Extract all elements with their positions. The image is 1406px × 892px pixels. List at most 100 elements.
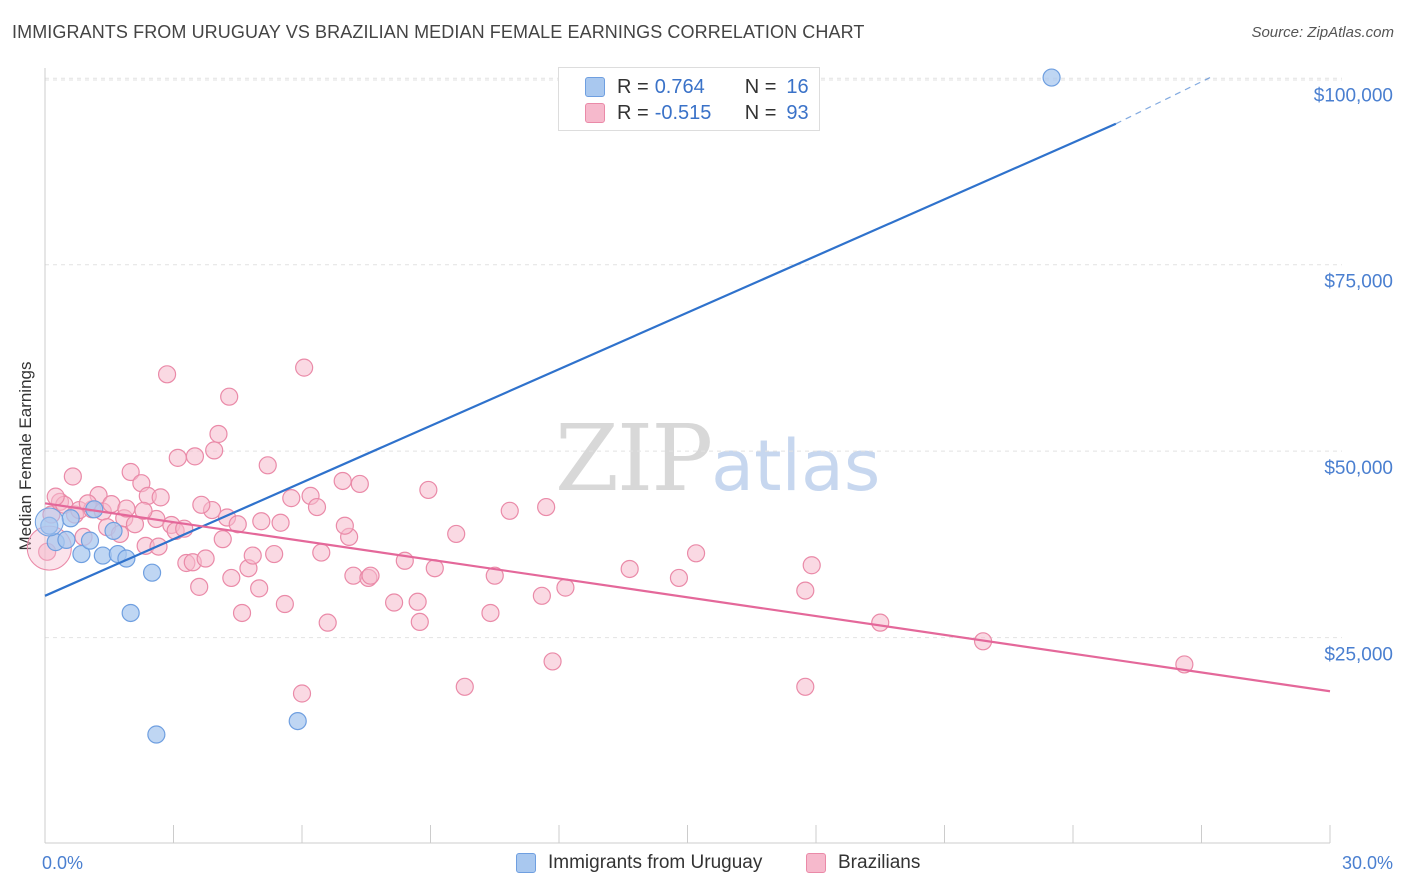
y-tick-labels: $25,000 $50,000 $75,000 $100,000: [1314, 85, 1393, 665]
x-tick-label: 30.0%: [1342, 853, 1393, 873]
brazilians-point: [192, 495, 211, 514]
brazil-r-value: -0.515: [654, 101, 712, 124]
brazilians-point: [796, 581, 815, 600]
series-legend: Immigrants from Uruguay Brazilians: [0, 852, 1406, 878]
uruguay-point: [121, 603, 140, 623]
watermark-zip: ZIP: [555, 405, 713, 512]
uruguay-swatch: [585, 77, 605, 97]
r-label: R =: [617, 101, 649, 124]
brazilians-point: [190, 577, 209, 596]
brazilians-point: [335, 516, 354, 535]
brazilians-point: [318, 613, 337, 632]
brazilians-point: [209, 424, 228, 444]
brazilians-point: [295, 358, 314, 377]
brazilians-point: [532, 586, 551, 605]
legend-row-brazil: R = -0.515 N = 93: [585, 101, 809, 125]
brazilians-point: [228, 515, 247, 534]
brazilians-point: [205, 441, 224, 460]
brazilians-point: [258, 456, 277, 475]
brazilians-point: [102, 494, 121, 514]
uruguay-point: [1042, 68, 1061, 87]
uruguay-n-value: 16: [786, 75, 809, 98]
brazilians-point: [282, 489, 301, 508]
brazilians-point: [500, 501, 519, 520]
brazil-swatch: [585, 103, 605, 123]
brazil-n-value: 93: [786, 101, 809, 124]
brazilians-point: [410, 612, 429, 632]
brazilians-point: [46, 487, 65, 506]
brazilians-point: [408, 592, 427, 611]
y-tick-label: $50,000: [1324, 458, 1393, 479]
brazilians-point: [620, 559, 639, 579]
brazilians-point: [250, 579, 269, 598]
brazilians-point: [196, 549, 215, 568]
brazilians-point: [543, 652, 562, 671]
brazilians-point: [252, 512, 271, 531]
brazilians-point: [485, 566, 504, 585]
brazilians-point: [292, 684, 312, 703]
uruguay-trend-extension: [1115, 77, 1211, 125]
x-tick-labels: 0.0% 30.0%: [42, 853, 1393, 873]
brazilians-point: [447, 524, 466, 544]
brazilians-point: [802, 556, 821, 575]
brazilians-point: [350, 474, 369, 494]
uruguay-point: [61, 509, 80, 528]
brazilians-point: [63, 467, 82, 486]
brazilians-point: [384, 593, 404, 612]
uruguay-point: [288, 711, 307, 731]
uruguay-point: [117, 549, 136, 568]
uruguay-points: [34, 68, 1061, 744]
n-label: N =: [744, 101, 777, 124]
brazilians-point: [275, 594, 294, 614]
brazil-legend-swatch: [806, 853, 826, 873]
legend-item-brazilians[interactable]: Brazilians: [806, 852, 920, 874]
brazilians-trend-line: [44, 502, 1331, 693]
legend-item-uruguay[interactable]: Immigrants from Uruguay: [516, 852, 762, 874]
legend-row-uruguay: R = 0.764 N = 16: [585, 75, 809, 99]
brazilians-point: [333, 471, 352, 491]
brazilians-point: [151, 488, 170, 507]
r-label: R =: [617, 75, 649, 98]
y-tick-label: $100,000: [1314, 85, 1393, 106]
y-tick-label: $25,000: [1324, 645, 1393, 666]
brazilians-point: [265, 544, 284, 564]
brazilians-point: [243, 546, 262, 565]
brazilians-points: [26, 358, 1194, 703]
brazilians-point: [686, 544, 706, 563]
legend-label-brazilians: Brazilians: [838, 852, 921, 873]
uruguay-point: [104, 521, 123, 541]
brazilians-point: [481, 603, 500, 623]
brazilians-point: [222, 568, 241, 588]
uruguay-point: [72, 544, 91, 564]
y-tick-label: $75,000: [1324, 272, 1393, 293]
uruguay-point: [142, 563, 162, 582]
brazilians-point: [871, 613, 890, 632]
brazilians-point: [537, 497, 556, 517]
brazilians-point: [213, 530, 232, 549]
brazilians-point: [556, 578, 575, 597]
brazilians-point: [361, 566, 380, 585]
brazilians-point: [157, 365, 177, 384]
brazilians-point: [232, 603, 252, 623]
brazilians-point: [669, 568, 689, 588]
brazilians-point: [220, 387, 239, 406]
brazilians-point: [307, 497, 327, 517]
chart-title: IMMIGRANTS FROM URUGUAY VS BRAZILIAN MED…: [12, 22, 865, 42]
uruguay-r-value: 0.764: [654, 75, 705, 98]
brazilians-point: [121, 462, 140, 482]
watermark: ZIPatlas: [555, 405, 880, 512]
brazilians-point: [455, 677, 474, 696]
brazilians-point: [271, 513, 290, 532]
n-label: N =: [744, 75, 777, 98]
axes: [44, 68, 1331, 844]
brazilians-point: [419, 480, 438, 500]
uruguay-trend-line: [44, 122, 1117, 597]
legend-label-uruguay: Immigrants from Uruguay: [548, 852, 763, 873]
uruguay-point: [80, 531, 100, 550]
brazilians-point: [168, 448, 187, 467]
uruguay-point: [34, 507, 64, 537]
brazilians-point: [312, 543, 331, 562]
brazilians-point: [134, 501, 153, 520]
correlation-legend: R = 0.764 N = 16 R = -0.515 N = 93: [558, 67, 820, 131]
